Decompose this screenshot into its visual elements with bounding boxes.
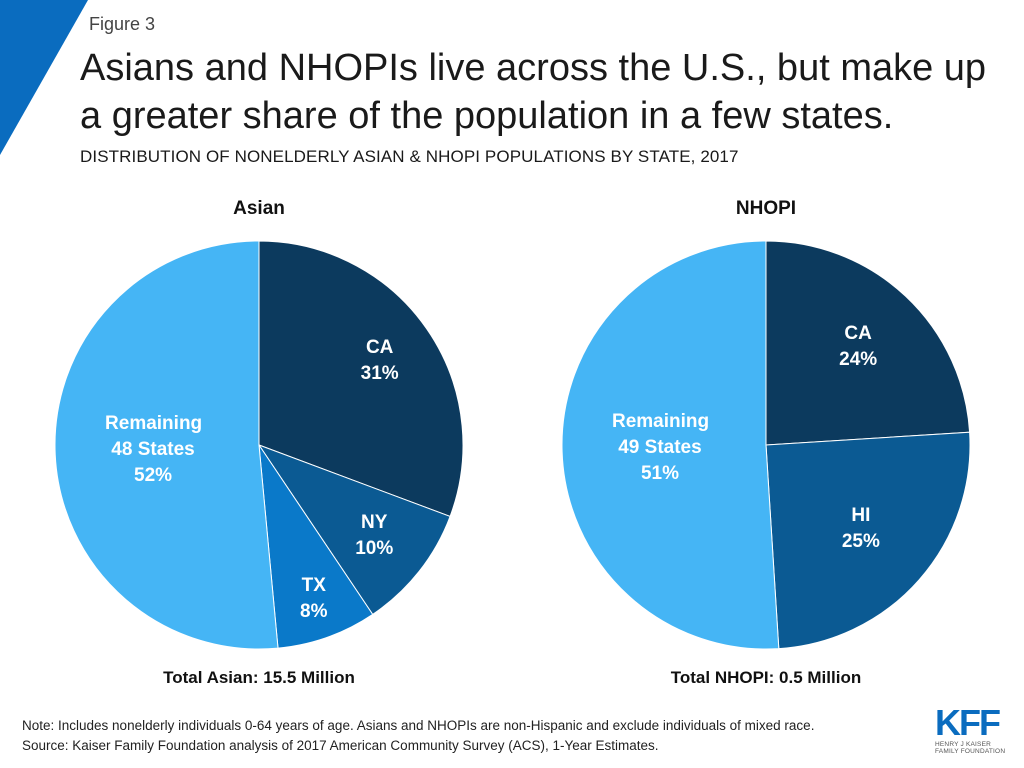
slice-name: Remaining 49 States — [611, 411, 710, 459]
slice-percent: 52% — [134, 464, 173, 486]
corner-accent-shape — [0, 0, 88, 155]
asian-slice-ca — [258, 240, 464, 518]
asian-pie-chart: Asian Total Asian: 15.5 Million CA 31% NY 1… — [44, 190, 474, 700]
asian-slice-tx — [258, 444, 374, 649]
slice-name: NY — [361, 512, 388, 534]
nhopi-pie-svg — [561, 240, 971, 650]
asian-slice-remaining-48-states — [54, 240, 279, 650]
kff-logo: KFF HENRY J KAISER FAMILY FOUNDATION — [935, 705, 1015, 760]
asian-chart-title: Asian — [233, 198, 285, 219]
slice-percent: 10% — [355, 538, 394, 560]
note-text: Note: Includes nonelderly individuals 0-… — [22, 718, 815, 733]
slice-percent: 24% — [839, 348, 878, 370]
figure-label: Figure 3 — [89, 14, 156, 34]
footnotes: Note: Includes nonelderly individuals 0-… — [22, 716, 814, 756]
slice-percent: 25% — [841, 530, 880, 552]
logo-line-2: FAMILY FOUNDATION — [935, 748, 1006, 755]
asian-slice-label-tx: TX 8% — [259, 573, 369, 625]
slice-percent: 8% — [300, 600, 328, 622]
nhopi-total-label: Total NHOPI: 0.5 Million — [670, 668, 862, 687]
asian-slice-ny — [257, 443, 451, 616]
slice-name: TX — [301, 574, 326, 596]
asian-total-label: Total Asian: 15.5 Million — [163, 668, 355, 687]
asian-slice-label-ny: NY 10% — [319, 510, 429, 562]
nhopi-chart-title: NHOPI — [735, 198, 797, 219]
slice-percent: 51% — [640, 463, 679, 485]
slice-name: CA — [365, 337, 394, 359]
slice-percent: 31% — [360, 363, 399, 385]
slice-name: HI — [851, 504, 871, 526]
source-text: Source: Kaiser Family Foundation analysi… — [22, 738, 659, 753]
nhopi-slice-hi — [765, 431, 971, 650]
nhopi-slice-label-remaining-49-states: Remaining 49 States 51% — [611, 409, 710, 487]
nhopi-slice-label-ca: CA 24% — [803, 321, 913, 373]
asian-pie-svg — [54, 240, 464, 650]
slice-name: Remaining 48 States — [105, 412, 203, 460]
asian-slice-label-remaining-48-states: Remaining 48 States 52% — [105, 411, 203, 489]
nhopi-pie-chart: NHOPI Total NHOPI: 0.5 Million CA 24% HI 25… — [551, 190, 981, 700]
asian-slice-label-ca: CA 31% — [325, 335, 435, 387]
page-subtitle: DISTRIBUTION OF NONELDERLY ASIAN & NHOPI… — [80, 147, 739, 166]
nhopi-slice-label-hi: HI 25% — [806, 503, 916, 555]
logo-line-1: HENRY J KAISER — [935, 741, 992, 748]
nhopi-slice-remaining-49-states — [561, 240, 780, 650]
slice-name: CA — [844, 322, 872, 344]
nhopi-slice-ca — [765, 240, 971, 446]
logo-letters: KFF — [935, 702, 1001, 743]
page-title: Asians and NHOPIs live across the U.S., … — [80, 47, 987, 137]
